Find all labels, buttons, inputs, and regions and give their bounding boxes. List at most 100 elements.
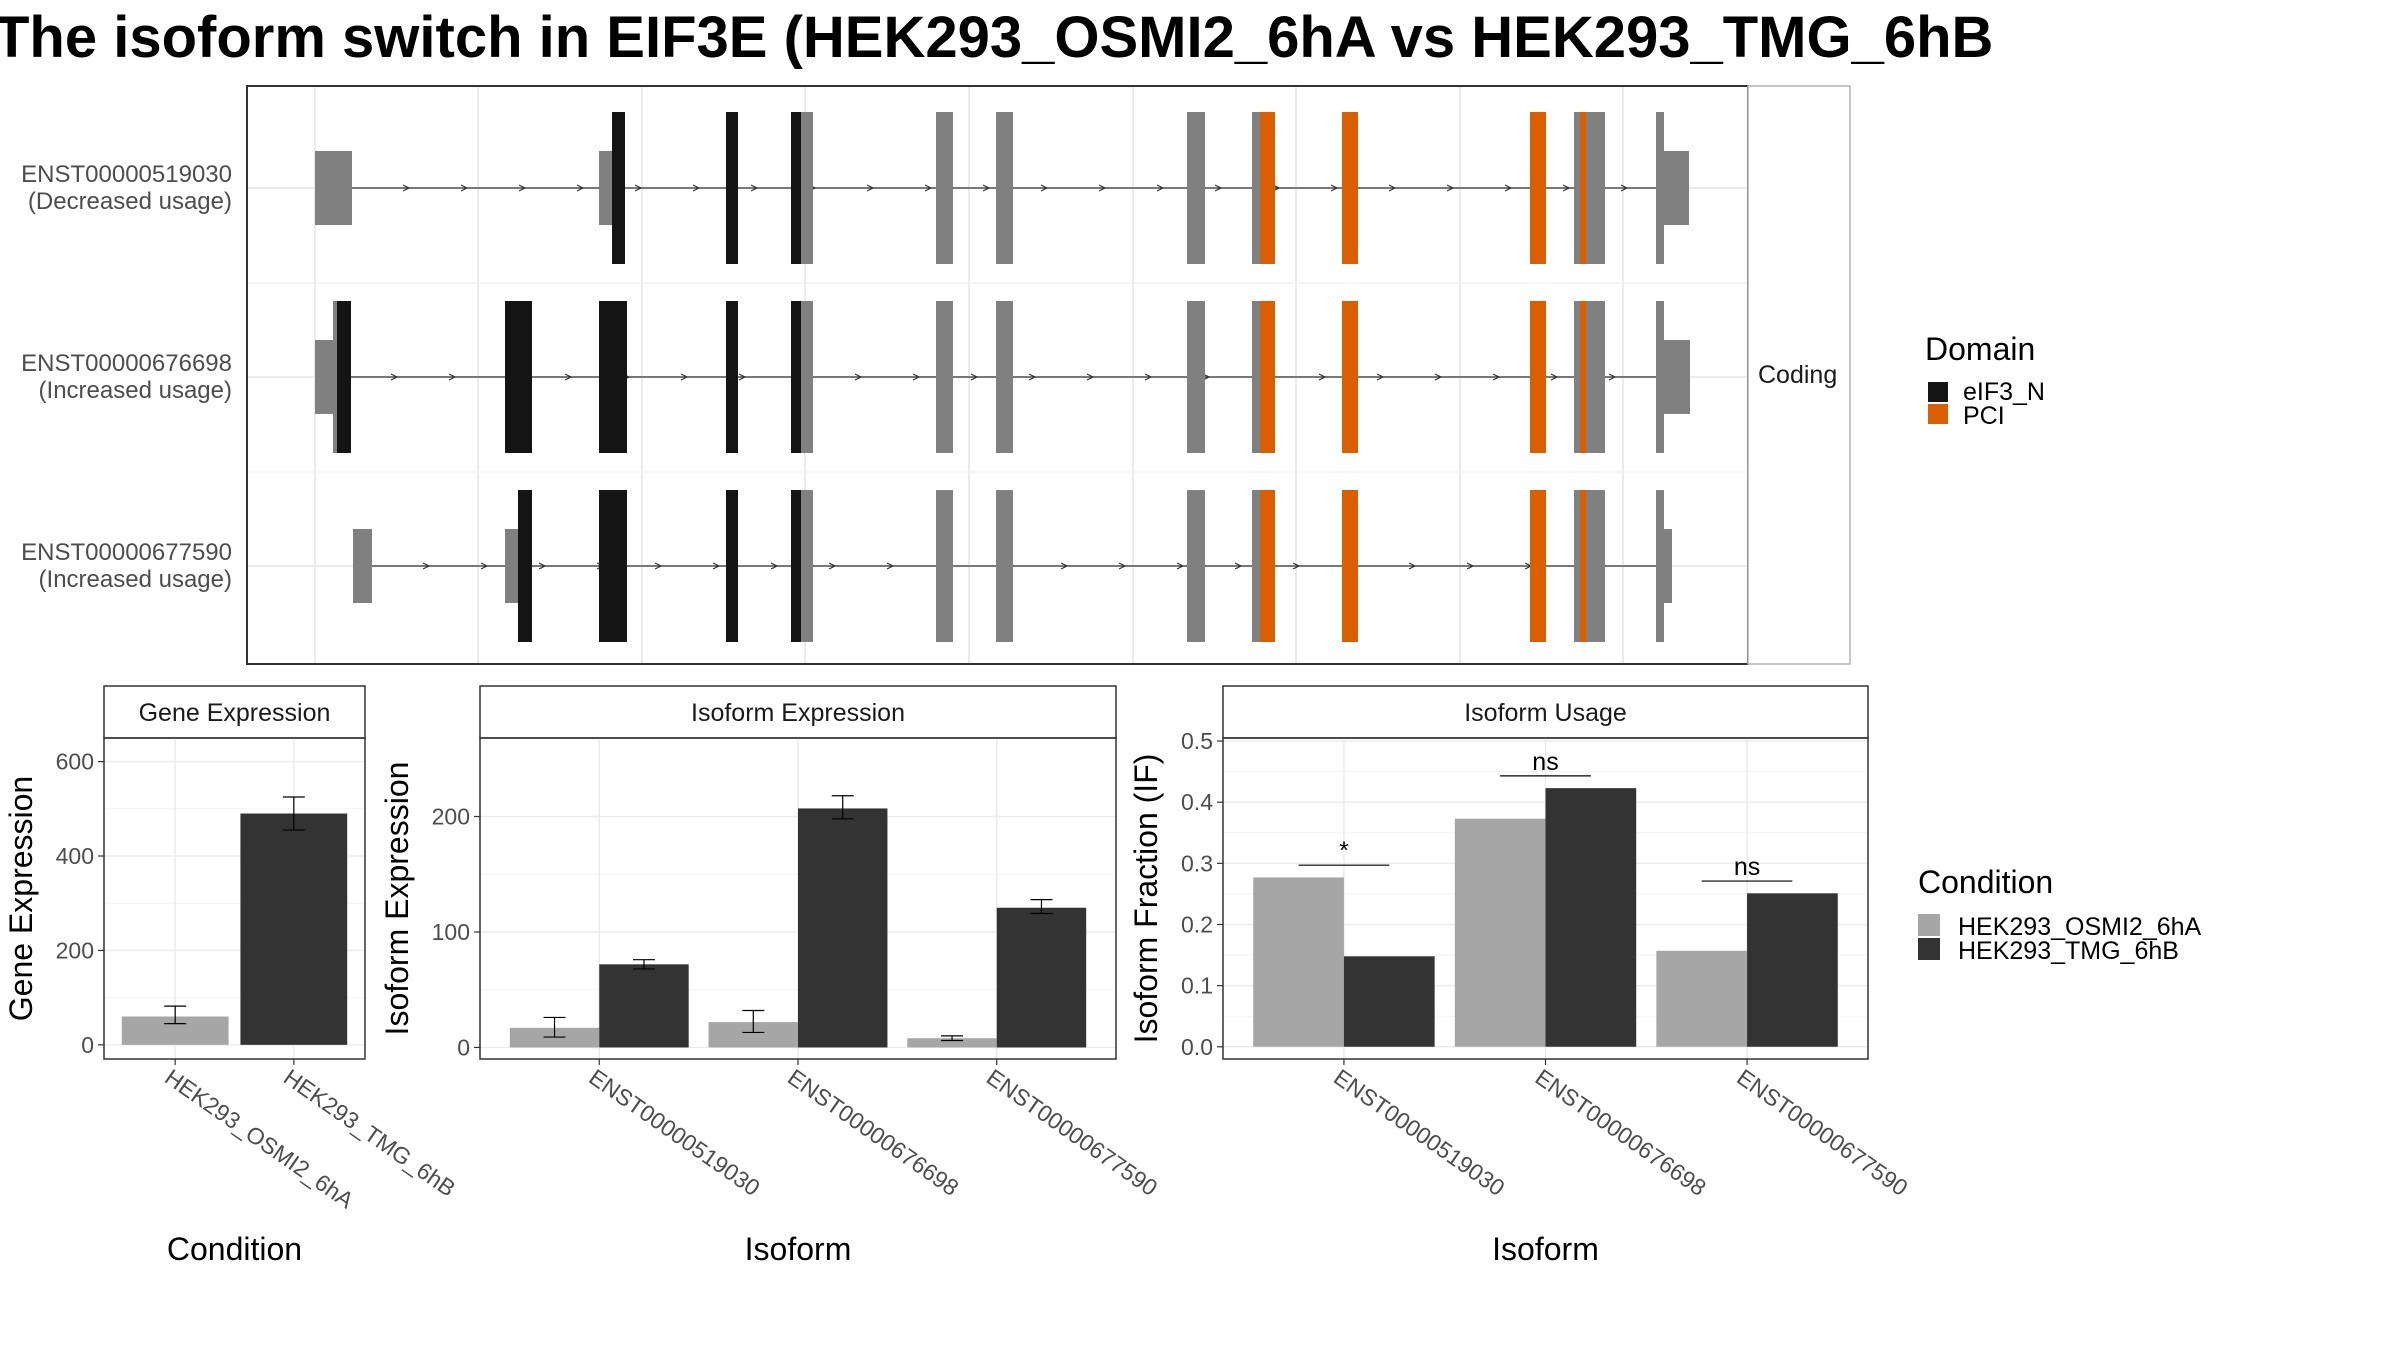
exon-utr — [315, 340, 333, 414]
exon-cds — [936, 112, 953, 264]
exon-pci — [1580, 301, 1586, 453]
bar — [1454, 818, 1546, 1047]
exon-cds — [1574, 112, 1580, 264]
condition-legend-label-b: HEK293_TMG_6hB — [1958, 937, 2179, 965]
intron-arrow — [712, 562, 721, 570]
exon-cds — [996, 490, 1013, 642]
intron-arrow — [634, 184, 643, 192]
intron-arrow — [1504, 184, 1513, 192]
condition-legend-key-a — [1918, 914, 1940, 936]
intron-arrow — [1060, 562, 1069, 570]
domain-legend-title: Domain — [1925, 331, 2035, 367]
exon-pci — [1260, 301, 1275, 453]
exon-cds — [1656, 112, 1664, 264]
exon-cds — [1574, 490, 1580, 642]
gene-structure-tracks — [315, 112, 1690, 642]
track-sublabel: (Increased usage) — [39, 377, 232, 404]
track-label: ENST00000676698 — [21, 350, 232, 377]
exon-cds — [1586, 490, 1605, 642]
intron-arrow — [1608, 373, 1617, 381]
intron-arrow — [460, 184, 469, 192]
condition-legend-key-b — [1918, 938, 1940, 960]
intron-arrow — [692, 184, 701, 192]
exon-cds — [1252, 490, 1260, 642]
y-tick-label: 0.0 — [1181, 1034, 1213, 1060]
exon-cds — [936, 301, 953, 453]
track-sublabel: (Decreased usage) — [28, 188, 232, 215]
intron-arrow — [1234, 562, 1243, 570]
exon-pci — [1260, 112, 1275, 264]
exon-utr — [1664, 151, 1689, 225]
x-tick-label: ENST00000677590 — [982, 1064, 1162, 1201]
y-axis-label: Isoform Expression — [379, 762, 415, 1036]
track-label: ENST00000677590 — [21, 539, 232, 566]
y-tick-label: 200 — [56, 937, 94, 963]
exon-eif3n — [337, 301, 351, 453]
x-tick-label: ENST00000677590 — [1732, 1064, 1912, 1201]
intron-arrow — [1466, 562, 1475, 570]
intron-arrow — [1156, 184, 1165, 192]
y-tick-label: 100 — [432, 919, 470, 945]
y-tick-label: 0.5 — [1181, 728, 1213, 754]
exon-eif3n — [518, 490, 532, 642]
bar — [1747, 893, 1838, 1047]
exon-utr — [599, 151, 612, 225]
intron-arrow — [1446, 184, 1455, 192]
track-labels: ENST00000519030(Decreased usage) ENST0000… — [21, 161, 232, 593]
intron-arrow — [1144, 373, 1153, 381]
bar — [1545, 788, 1637, 1047]
intron-arrow — [538, 562, 547, 570]
y-tick-label: 200 — [432, 804, 470, 830]
exon-pci — [1580, 490, 1586, 642]
exon-eif3n — [599, 490, 627, 642]
intron-arrow — [738, 373, 747, 381]
exon-cds — [1187, 490, 1205, 642]
exon-cds — [996, 301, 1013, 453]
bar — [599, 964, 689, 1048]
figure-title: The isoform switch in EIF3E (HEK293_OSMI… — [0, 5, 1993, 70]
x-axis-label: Condition — [167, 1231, 302, 1267]
exon-utr — [1664, 529, 1672, 603]
intron-arrow — [1562, 184, 1571, 192]
bar — [1343, 956, 1435, 1047]
intron-arrow — [390, 373, 399, 381]
x-axis-label: Isoform — [1492, 1231, 1599, 1267]
exon-cds — [1656, 301, 1664, 453]
intron-arrow — [564, 373, 573, 381]
exon-eif3n — [726, 301, 738, 453]
panel-title: Isoform Expression — [691, 699, 905, 727]
exon-utr — [505, 529, 518, 603]
y-tick-label: 0.4 — [1181, 789, 1213, 815]
exon-cds — [333, 301, 337, 453]
x-tick-label: ENST00000519030 — [1329, 1064, 1509, 1201]
intron-arrow — [924, 184, 933, 192]
condition-legend: Condition HEK293_OSMI2_6hA HEK293_TMG_6h… — [1918, 864, 2202, 965]
domain-legend-key-pci — [1928, 404, 1948, 424]
intron-arrow — [576, 184, 585, 192]
exon-pci — [1342, 112, 1358, 264]
exon-eif3n — [599, 301, 627, 453]
intron-arrow — [1434, 373, 1443, 381]
isoform-usage-panel: Isoform Usage * ns ns 0.0 0.1 0.2 0.3 0.4 0.5 ENST… — [1128, 685, 1913, 1267]
exon-eif3n — [791, 301, 801, 453]
intron-arrow — [1388, 184, 1397, 192]
bar — [1253, 877, 1344, 1047]
intron-arrow — [1408, 562, 1417, 570]
exon-cds — [1187, 112, 1205, 264]
exon-utr — [1664, 340, 1690, 414]
exon-eif3n — [791, 112, 801, 264]
exon-cds — [801, 301, 813, 453]
exon-cds — [1586, 301, 1605, 453]
exon-cds — [1187, 301, 1205, 453]
exon-cds — [801, 112, 813, 264]
exon-pci — [1342, 490, 1358, 642]
significance-label: ns — [1734, 853, 1760, 881]
facet-label-coding: Coding — [1758, 361, 1837, 389]
condition-legend-label-a: HEK293_OSMI2_6hA — [1958, 913, 2202, 941]
intron-arrow — [1550, 373, 1559, 381]
intron-arrow — [1118, 562, 1127, 570]
x-tick-label: HEK293_OSMI2_6hA — [160, 1064, 359, 1214]
domain-legend: Domain eIF3_N PCI — [1925, 331, 2045, 430]
intron-arrow — [1028, 373, 1037, 381]
